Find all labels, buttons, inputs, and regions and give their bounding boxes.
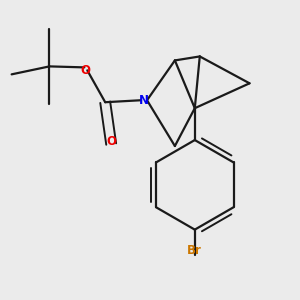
Text: O: O (80, 64, 90, 77)
Text: N: N (139, 94, 149, 107)
Text: O: O (106, 135, 116, 148)
Text: Br: Br (188, 244, 202, 257)
